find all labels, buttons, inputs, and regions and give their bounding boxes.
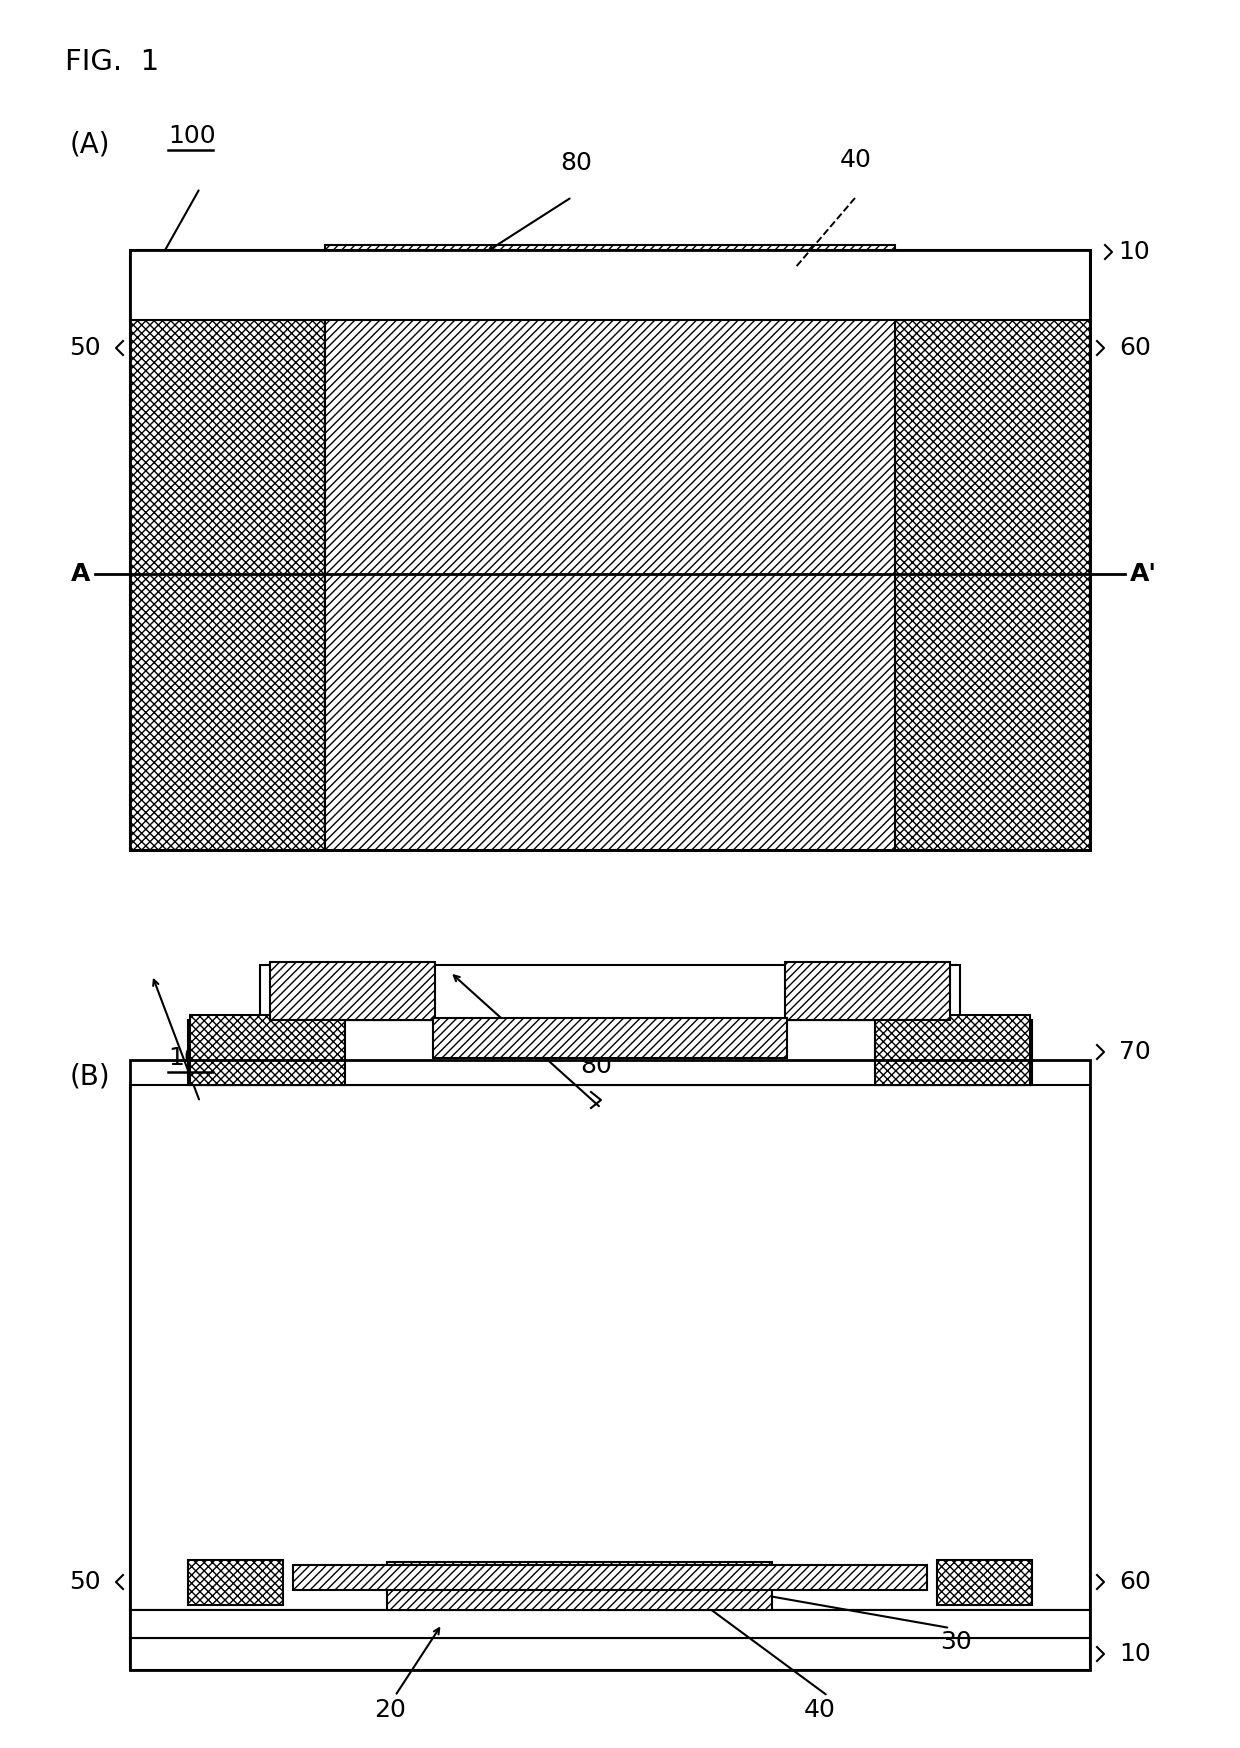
Bar [387, 1563, 773, 1610]
Bar [433, 1017, 787, 1058]
Bar [130, 1059, 1090, 1669]
Text: 50: 50 [69, 336, 100, 360]
Text: 60: 60 [1118, 1570, 1151, 1594]
Bar [937, 1559, 1032, 1605]
Text: 50: 50 [69, 1570, 100, 1594]
Bar [130, 1086, 1090, 1610]
Text: 30: 30 [940, 1629, 972, 1654]
Bar [785, 961, 950, 1021]
Text: A': A' [1130, 563, 1157, 586]
Bar [130, 1610, 1090, 1638]
Text: 100: 100 [167, 124, 216, 149]
Text: 20: 20 [374, 1697, 405, 1722]
Bar [895, 320, 1090, 850]
Text: 10: 10 [1118, 239, 1149, 264]
Text: 80: 80 [580, 1054, 611, 1079]
Bar [190, 1016, 345, 1086]
Bar [130, 250, 1090, 850]
Text: 80: 80 [560, 150, 591, 175]
Text: A: A [71, 563, 91, 586]
Text: 40: 40 [804, 1697, 836, 1722]
Text: (B): (B) [69, 1063, 110, 1091]
Text: (A): (A) [69, 129, 110, 157]
Bar [875, 1016, 1030, 1086]
Bar [188, 1021, 1032, 1086]
Bar [260, 965, 960, 1021]
Text: FIG.  1: FIG. 1 [64, 47, 159, 75]
Bar [270, 961, 435, 1021]
Bar [130, 250, 1090, 850]
Bar [130, 250, 1090, 320]
Bar [293, 1564, 928, 1591]
Text: 60: 60 [1118, 336, 1151, 360]
Bar [130, 1638, 1090, 1669]
Bar [188, 1559, 283, 1605]
Text: 70: 70 [1118, 1040, 1151, 1065]
Bar [130, 320, 325, 850]
Text: 100: 100 [167, 1045, 216, 1070]
Text: 40: 40 [839, 149, 872, 171]
Text: 10: 10 [1118, 1641, 1151, 1666]
Bar [325, 245, 895, 850]
Bar [325, 320, 895, 850]
